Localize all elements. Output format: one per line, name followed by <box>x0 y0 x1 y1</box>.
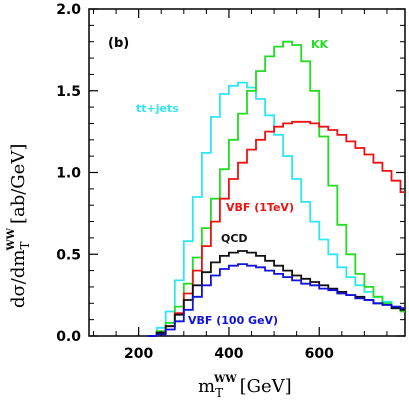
tick-layer: 0.0 0.5 1.0 1.5 2.0 200 400 600 <box>56 2 405 362</box>
y-axis-title: dσ/dmTWW [ab/GeV] <box>6 144 32 308</box>
series-label: KK <box>311 38 329 51</box>
series-label-layer: tt+jets KK VBF (1TeV) QCD VBF (100 GeV) <box>136 38 329 327</box>
y-tick-label: 0.0 <box>56 329 81 345</box>
plot-frame <box>88 8 406 337</box>
y-axis-title-sup: WW <box>6 227 17 251</box>
x-axis-title-sub: T <box>215 386 223 400</box>
x-axis-title-main: m <box>198 376 215 397</box>
series-layer <box>147 40 405 337</box>
y-axis-title-sub: T <box>18 242 32 250</box>
series-label: VBF (100 GeV) <box>188 314 278 327</box>
y-tick-label: 1.0 <box>56 166 81 182</box>
x-axis-title-unit: [GeV] <box>240 376 292 397</box>
x-tick-label: 200 <box>124 346 153 362</box>
plot-area: 0.0 0.5 1.0 1.5 2.0 200 400 600 <box>56 2 406 362</box>
x-tick-label: 600 <box>305 346 334 362</box>
x-tick-label: 400 <box>214 346 243 362</box>
y-axis-title-prefix: dσ/dm <box>8 250 29 308</box>
y-tick-label: 0.5 <box>56 247 81 263</box>
y-axis-title-unit: [ab/GeV] <box>8 144 29 224</box>
series-label: QCD <box>221 232 248 245</box>
panel-label: (b) <box>108 36 129 51</box>
y-tick-label: 1.5 <box>56 84 81 100</box>
x-axis-title-sup: WW <box>213 374 237 385</box>
x-axis-title: mTWW [GeV] <box>198 374 292 400</box>
series-label: VBF (1TeV) <box>226 201 294 214</box>
series-label: tt+jets <box>136 102 179 115</box>
series-line-vbf-100-gev- <box>147 263 405 337</box>
series-line-tt-jets <box>147 81 405 337</box>
y-tick-label: 2.0 <box>56 2 81 18</box>
series-line-vbf-1tev- <box>147 120 405 337</box>
